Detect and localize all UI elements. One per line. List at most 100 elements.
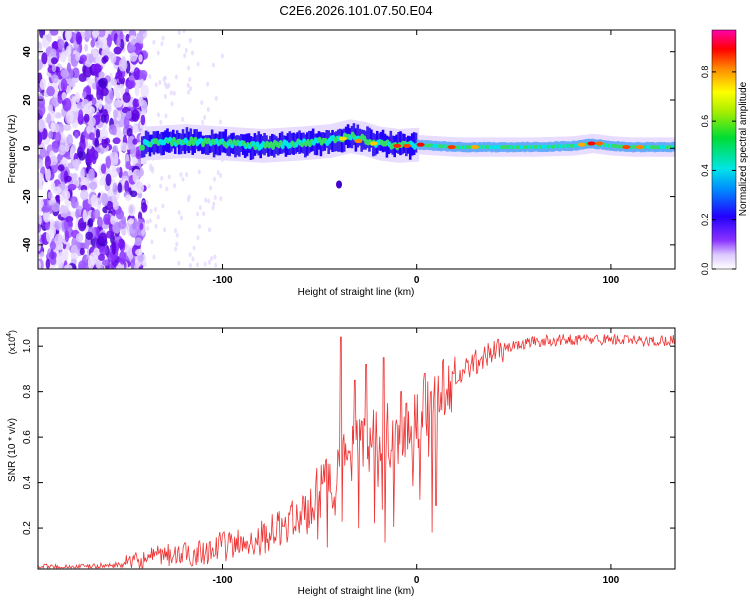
heatmap-noise-cell (113, 46, 122, 55)
heatmap-sparse-cell (214, 96, 218, 102)
heatmap-noise-cell (64, 264, 73, 269)
heatmap-sparse-cell (163, 227, 167, 233)
heatmap-noise-cell (66, 62, 72, 74)
heatmap-sparse-cell (151, 166, 155, 172)
heatmap-noise-cell (45, 258, 51, 269)
heatmap-noise-cell (105, 156, 111, 169)
heatmap-sparse-cell (165, 186, 169, 192)
heatmap-sparse-cell (154, 223, 158, 229)
heatmap-noise-cell (102, 55, 109, 63)
heatmap-noise-cell (122, 92, 131, 103)
heatmap-noise-cell (113, 109, 118, 120)
heatmap-noise-cell (39, 147, 47, 159)
heatmap-noise-cell (127, 203, 136, 217)
heatmap-sparse-cell (154, 206, 158, 212)
heatmap-noise-cell (74, 91, 81, 104)
heatmap-sparse-cell (174, 246, 178, 252)
heatmap-noise-cell (57, 39, 65, 50)
heatmap-y-tick-label: -20 (22, 189, 33, 204)
heatmap-band-core (251, 137, 255, 160)
heatmap-noise-cell (93, 209, 101, 219)
heatmap-sparse-cell (174, 228, 178, 234)
heatmap-sparse-cell (175, 241, 179, 247)
heatmap-noise-cell (80, 189, 89, 201)
heatmap-peak-cell (470, 145, 479, 150)
heatmap-noise-cell (98, 71, 105, 79)
heatmap-noise-cell (54, 112, 62, 119)
heatmap-sparse-cell (177, 210, 181, 216)
heatmap-sparse-cell (187, 65, 191, 71)
heatmap-noise-cell (141, 201, 148, 213)
snr-y-label: SNR (10 * v/v) (7, 418, 18, 482)
heatmap-noise-cell (86, 124, 95, 135)
heatmap-sparse-cell (186, 82, 190, 88)
heatmap-sparse-cell (213, 194, 217, 200)
heatmap-noise-cell (64, 30, 72, 41)
heatmap-noise-cell (125, 33, 130, 43)
heatmap-noise-cell (136, 181, 145, 194)
snr-x-tick-label: 100 (603, 575, 620, 586)
heatmap-band-core (284, 135, 288, 157)
heatmap-sparse-cell (159, 119, 163, 125)
heatmap-panel: -100 0 100 -40 -20 0 20 40 Height of straight l… (7, 29, 676, 298)
heatmap-noise-cell (47, 191, 53, 200)
heatmap-noise-cell (87, 143, 92, 150)
heatmap-noise-cell (87, 217, 94, 229)
heatmap-sparse-cell (213, 176, 217, 182)
heatmap-noise-cell (131, 109, 140, 122)
heatmap-sparse-cell (220, 53, 224, 59)
heatmap-noise-cell (51, 64, 57, 73)
heatmap-noise-cell (117, 182, 123, 194)
heatmap-noise-cell (88, 168, 95, 182)
heatmap-noise-cell (99, 147, 105, 155)
heatmap-sparse-cell (204, 197, 208, 203)
heatmap-noise-cell (128, 44, 136, 52)
heatmap-noise-cell (43, 210, 51, 223)
heatmap-noise-cell (72, 159, 79, 168)
heatmap-sparse-cell (200, 100, 204, 106)
heatmap-noise-cell (96, 216, 103, 228)
heatmap-sparse-cell (185, 172, 189, 178)
heatmap-noise-cell (45, 222, 51, 231)
heatmap-sparse-cell (206, 81, 210, 87)
heatmap-noise-cell (46, 86, 55, 97)
heatmap-noise-cell (65, 45, 72, 58)
heatmap-noise-cell (38, 198, 44, 208)
heatmap-sparse-cell (172, 90, 176, 96)
heatmap-noise-cell (110, 78, 118, 86)
heatmap-band-core (389, 130, 393, 153)
snr-series-line (38, 333, 675, 569)
heatmap-noise-cell (38, 158, 44, 169)
heatmap-noise-cell (135, 248, 143, 256)
heatmap-noise-cell (137, 253, 144, 263)
heatmap-noise-cell (140, 100, 148, 113)
heatmap-peak-cell (393, 143, 402, 148)
heatmap-peak-cell (402, 143, 411, 148)
heatmap-sparse-cell (203, 115, 207, 121)
heatmap-noise-cell (101, 192, 109, 207)
heatmap-sparse-cell (213, 254, 217, 260)
heatmap-noise-cell (59, 138, 66, 152)
heatmap-band-core (414, 132, 418, 153)
heatmap-noise-cell (79, 247, 85, 256)
heatmap-noise-cell (38, 223, 42, 233)
heatmap-noise-cell (116, 35, 121, 49)
heatmap-sparse-cell (208, 259, 212, 265)
heatmap-sparse-cell (177, 30, 181, 36)
heatmap-noise-cell (112, 182, 119, 196)
heatmap-noise-cell (101, 136, 109, 149)
heatmap-noise-cell (115, 91, 121, 101)
heatmap-noise-cell (135, 169, 141, 177)
heatmap-noise-cell (60, 69, 69, 78)
heatmap-noise-cell (58, 251, 67, 263)
colorbar-tick-label: 0.4 (700, 164, 710, 177)
heatmap-noise-cell (79, 138, 86, 152)
heatmap-noise-cell (110, 52, 117, 64)
heatmap-noise-cell (46, 113, 52, 124)
heatmap-sparse-cell (183, 53, 187, 59)
heatmap-noise-cell (95, 40, 104, 49)
heatmap-noise-cell (80, 168, 85, 181)
heatmap-noise-cell (42, 34, 48, 47)
heatmap-sparse-cell (202, 211, 206, 217)
heatmap-noise-cell (97, 253, 105, 262)
